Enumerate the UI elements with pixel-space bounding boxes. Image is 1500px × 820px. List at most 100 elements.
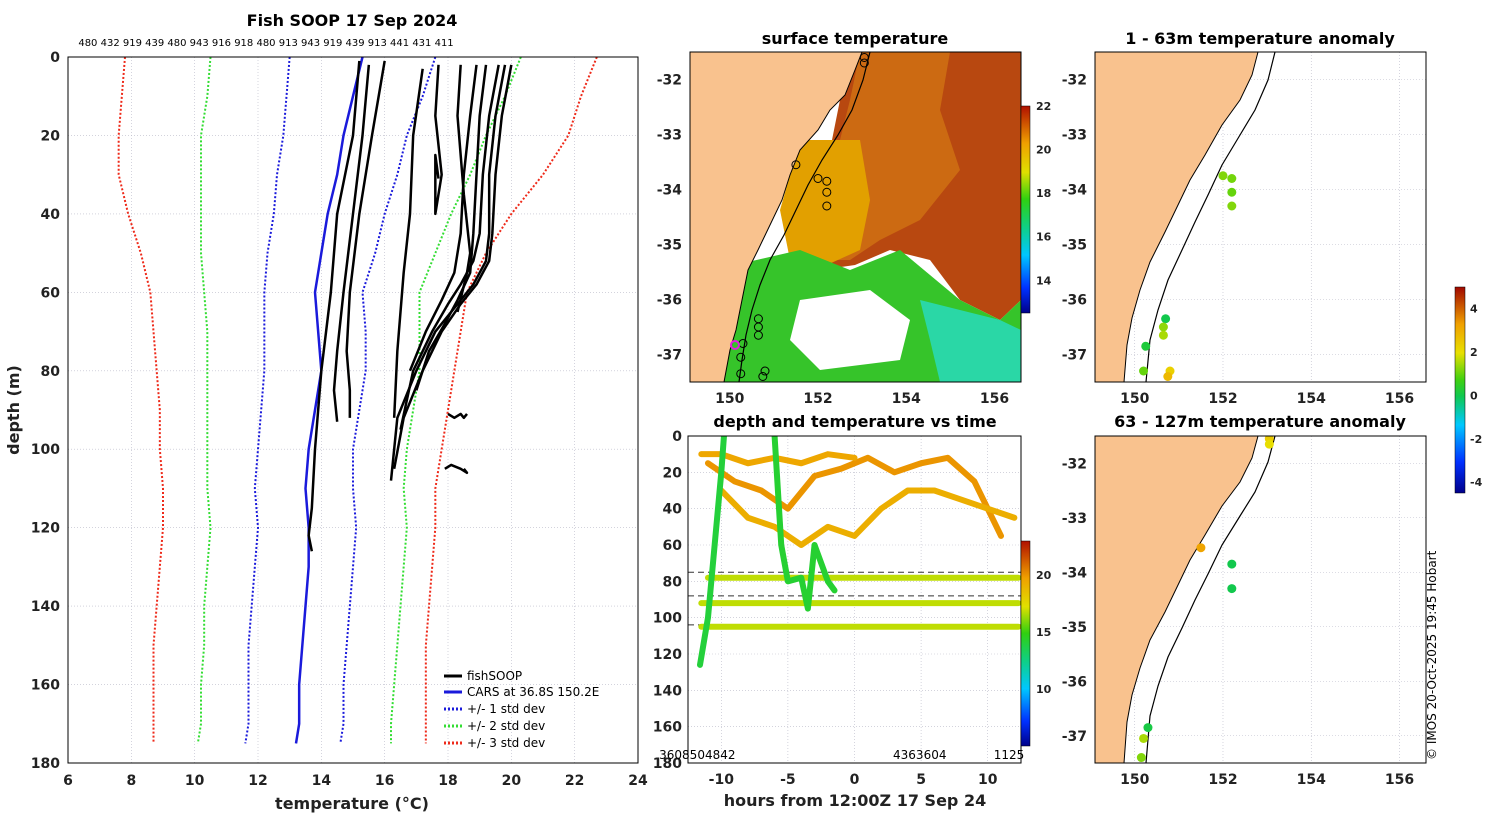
sst-map: surface temperature 150 152 154 156 -32 -33 -3…: [657, 29, 1052, 407]
anomaly-point: [1227, 174, 1237, 183]
station-marker: [791, 160, 801, 170]
fishsoop-profile-line: [345, 60, 386, 418]
anomaly-deep-isobath: [1145, 436, 1276, 763]
anomaly-colorbar-tick-label: -2: [1470, 433, 1482, 446]
station-marker: [822, 187, 832, 197]
anomaly-point: [1196, 543, 1206, 553]
anomaly-point: [1141, 341, 1151, 351]
legend-label-std3: +/- 3 std dev: [467, 736, 545, 750]
map-xtick-label: 150: [715, 391, 744, 407]
anomaly-point: [1218, 171, 1228, 181]
fishsoop-profile-line: [332, 64, 371, 422]
station-marker: [758, 372, 768, 381]
ts-ytick-label: 0: [672, 429, 682, 445]
sst-colorbar-tick-label: 16: [1036, 231, 1052, 244]
profile-xtick-label: 24: [628, 773, 648, 789]
ts-colorbar-tick-label: 15: [1036, 626, 1051, 639]
sst-teal-water: [920, 300, 1021, 382]
anomaly-point: [1163, 372, 1173, 381]
fishsoop-profile-line: [447, 412, 468, 420]
station-marker: [859, 58, 869, 68]
std1-low-line: [244, 57, 291, 744]
time-series-cast-labels: 3608504842 4363604 1125: [659, 748, 1024, 762]
station-marker: [736, 369, 746, 379]
anomaly-point: [1227, 584, 1237, 594]
legend-label-std1: +/- 1 std dev: [467, 702, 545, 716]
profile-xtick-label: 22: [565, 773, 584, 789]
fishsoop-profile-line: [408, 64, 478, 372]
profile-ytick-label: 80: [41, 364, 61, 380]
profile-xtick-label: 6: [63, 773, 73, 789]
map-ytick-label: -34: [1062, 565, 1088, 581]
map-xtick-label: 154: [1297, 391, 1326, 407]
anomaly-point: [1227, 187, 1237, 197]
profile-ytick-label: 140: [31, 599, 60, 615]
map-ytick-label: -33: [1062, 128, 1087, 144]
profile-xtick-label: 12: [248, 773, 267, 789]
anomaly-deep-land: [1095, 436, 1259, 763]
map-xtick-label: 150: [1120, 772, 1149, 788]
profile-ytick-label: 60: [41, 285, 61, 301]
map-ytick-label: -35: [1062, 238, 1087, 254]
ts-cast-label: 4363604: [893, 748, 946, 762]
map-ytick-label: -36: [1062, 293, 1087, 309]
std2-low-line: [196, 57, 212, 744]
anomaly-deep-box: [1094, 435, 1427, 764]
ts-track-line: [718, 487, 1018, 548]
time-series-tracks: [688, 436, 1021, 668]
ts-ytick-label: 100: [653, 611, 682, 627]
profile-ytick-label: 120: [31, 521, 60, 537]
anomaly-colorbar-tick-label: 4: [1470, 303, 1478, 316]
ts-ytick-label: 180: [653, 756, 682, 772]
std1-high-line: [339, 57, 437, 744]
sst-colorbar: [1020, 105, 1031, 314]
anomaly-shallow-ticks: 150 152 154 156 -32 -33 -34 -35 -36 -37: [1062, 73, 1414, 408]
map-ytick-label: -34: [1062, 183, 1088, 199]
sst-current: [780, 140, 870, 268]
anomaly-point: [1143, 723, 1153, 733]
profile-ytick-label: 180: [31, 756, 60, 772]
profile-xtick-label: 8: [126, 773, 136, 789]
profile-title: Fish SOOP 17 Sep 2024: [247, 11, 458, 30]
profile-xtick-label: 14: [312, 773, 332, 789]
map-ytick-label: -32: [657, 73, 682, 89]
anomaly-deep-title: 63 - 127m temperature anomaly: [1114, 412, 1406, 431]
sst-cloud-patch: [790, 290, 910, 370]
profile-axes-box: [67, 56, 639, 764]
ts-colorbar-tick-label: 20: [1036, 569, 1052, 582]
anomaly-colorbar-tick-label: 2: [1470, 346, 1478, 359]
ts-ytick-label: 120: [653, 647, 682, 663]
ts-cast-label: 3608504842: [659, 748, 735, 762]
ts-ytick-label: 40: [663, 502, 683, 518]
map-ytick-label: -37: [1062, 348, 1087, 364]
map-ytick-label: -36: [1062, 674, 1087, 690]
legend-label-cars: CARS at 36.8S 150.2E: [467, 685, 599, 699]
ts-ytick-label: 20: [663, 465, 683, 481]
time-series-colorbar-ticks: 10 15 20: [1036, 569, 1052, 696]
map-ytick-label: -34: [657, 183, 683, 199]
map-xtick-label: 156: [980, 391, 1009, 407]
anomaly-shallow-points: [1139, 171, 1237, 381]
profile-xtick-label: 16: [375, 773, 394, 789]
anomaly-shallow-box: [1094, 51, 1427, 383]
profile-xtick-label: 20: [502, 773, 522, 789]
cars-mean-line: [294, 57, 364, 744]
anomaly-point: [1136, 753, 1146, 763]
anomaly-colorbar: [1454, 286, 1466, 494]
anomaly-point: [1158, 322, 1168, 332]
map-ytick-label: -37: [1062, 729, 1087, 745]
legend-label-fishsoop: fishSOOP: [467, 669, 522, 683]
legend-label-std2: +/- 2 std dev: [467, 719, 545, 733]
profile-xtick-label: 10: [185, 773, 205, 789]
profile-ytick-label: 160: [31, 678, 60, 694]
map-ytick-label: -32: [1062, 456, 1087, 472]
time-series-colorbar: [1020, 540, 1031, 747]
map-ytick-label: -35: [1062, 620, 1087, 636]
sst-colorbar-tick-label: 20: [1036, 144, 1052, 157]
sst-stations: [736, 53, 869, 381]
anomaly-colorbar-tick-label: -4: [1470, 476, 1483, 489]
anomaly-shallow-land: [1095, 52, 1259, 382]
station-marker: [753, 330, 763, 340]
